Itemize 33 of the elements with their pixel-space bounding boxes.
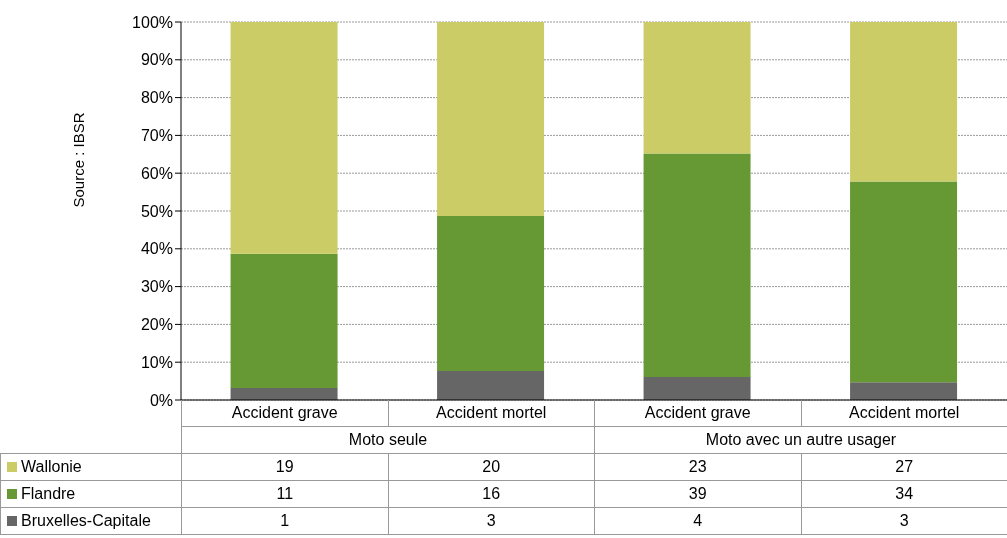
data-label: 23 bbox=[594, 453, 801, 481]
data-label: 27 bbox=[801, 453, 1007, 481]
category-label: Accident grave bbox=[181, 400, 388, 427]
y-tick-label: 70% bbox=[140, 127, 173, 145]
text: Moto avec un autre usager bbox=[594, 426, 1007, 454]
y-tick-label: 50% bbox=[140, 202, 173, 220]
source-note: Source : IBSR bbox=[69, 112, 87, 208]
y-tick-label: 30% bbox=[140, 278, 173, 296]
category-label: Accident mortel bbox=[801, 400, 1007, 427]
data-label: 39 bbox=[594, 480, 801, 508]
category-label: Accident mortel bbox=[388, 400, 595, 427]
category-label: Accident grave bbox=[594, 400, 801, 427]
y-tick-label: 100% bbox=[132, 13, 173, 31]
y-tick-label: 20% bbox=[140, 316, 173, 334]
y-tick-label: 80% bbox=[140, 89, 173, 107]
legend-label: Flandre bbox=[0, 480, 182, 508]
legend-label: Wallonie bbox=[0, 453, 182, 481]
data-label: 3 bbox=[801, 507, 1007, 535]
data-label: 19 bbox=[181, 453, 388, 481]
legend-label: Bruxelles-Capitale bbox=[0, 507, 182, 535]
data-label: 20 bbox=[388, 453, 595, 481]
y-tick-label: 60% bbox=[140, 164, 173, 182]
data-label: 4 bbox=[594, 507, 801, 535]
data-label: 16 bbox=[388, 480, 595, 508]
data-label: 3 bbox=[388, 507, 595, 535]
y-tick-label: 90% bbox=[140, 51, 173, 69]
data-label: 11 bbox=[181, 480, 388, 508]
text: Moto seule bbox=[181, 426, 595, 454]
data-label: 1 bbox=[181, 507, 388, 535]
data-label: 34 bbox=[801, 480, 1007, 508]
y-tick-label: 40% bbox=[140, 240, 173, 258]
y-tick-label: 0% bbox=[149, 391, 173, 409]
y-tick-label: 10% bbox=[140, 353, 173, 371]
